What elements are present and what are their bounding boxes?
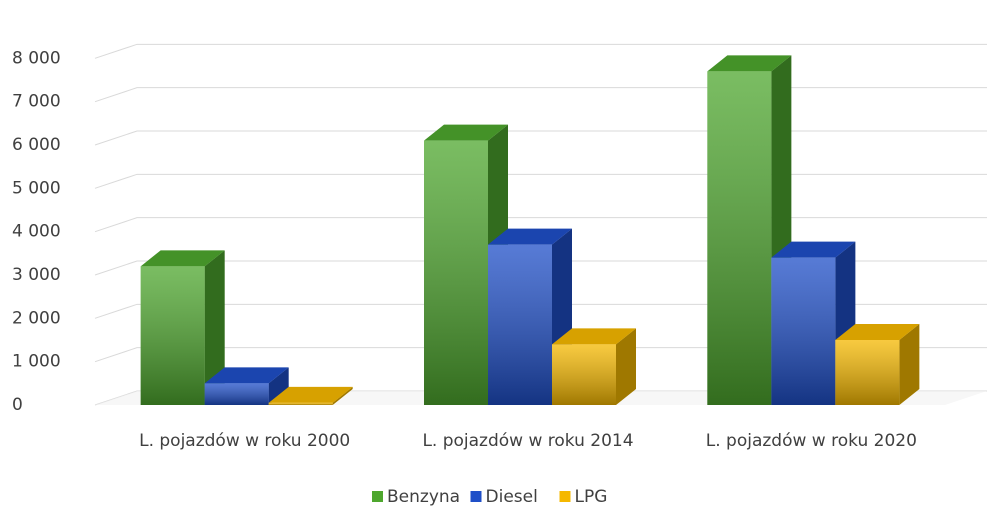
bar-side-shade xyxy=(616,328,636,405)
bar-top xyxy=(140,250,225,267)
bar-side-shade xyxy=(268,367,289,405)
bar-shade xyxy=(835,340,900,405)
grid-line xyxy=(94,260,987,276)
bar-top xyxy=(424,124,508,141)
grid-line xyxy=(94,87,987,103)
y-tick-label: 8 000 xyxy=(12,48,61,68)
y-tick-label: 6 000 xyxy=(12,135,61,155)
bar-side-shade xyxy=(332,386,353,405)
bar-top-shade xyxy=(268,386,353,403)
bar-top-shade xyxy=(204,367,289,384)
bar-top-shade xyxy=(771,241,856,258)
bar-top xyxy=(268,386,353,403)
grid-line xyxy=(94,303,987,319)
grid-line xyxy=(94,43,987,59)
bar-top xyxy=(835,324,920,340)
y-tick-label: 7 000 xyxy=(12,92,61,112)
bar-top-shade xyxy=(488,228,572,245)
bar-top xyxy=(707,55,792,72)
bar-shade xyxy=(140,266,205,405)
bar-shade xyxy=(488,244,552,405)
x-tick-label: L. pojazdów w roku 2014 xyxy=(422,431,633,451)
x-tick-label: L. pojazdów w roku 2000 xyxy=(139,431,350,451)
grid-line xyxy=(94,130,987,146)
grid-line xyxy=(94,173,987,189)
y-tick-label: 2 000 xyxy=(12,308,61,328)
bar-top xyxy=(771,241,856,258)
bar-top xyxy=(552,328,636,345)
legend-label: Benzyna xyxy=(387,487,460,507)
bar-top-shade xyxy=(424,124,508,141)
legend-swatch xyxy=(559,491,571,502)
bar-shade xyxy=(204,383,269,405)
y-tick-label: 5 000 xyxy=(12,178,61,198)
bar-shade xyxy=(268,402,333,405)
bar-shade xyxy=(707,71,772,405)
legend-swatch xyxy=(470,491,482,502)
bar-side-shade xyxy=(204,250,225,405)
bar-shade xyxy=(552,344,616,405)
bar-side xyxy=(616,328,636,405)
grid-line xyxy=(94,347,987,363)
bar-side xyxy=(332,386,353,405)
bar-top-shade xyxy=(835,324,920,340)
bar-side xyxy=(268,367,289,405)
bar-top-shade xyxy=(552,328,636,345)
bar-top-shade xyxy=(707,55,792,72)
y-tick-label: 4 000 xyxy=(12,222,61,242)
bar-side-shade xyxy=(899,324,920,405)
legend-swatch xyxy=(372,491,383,502)
legend-label: LPG xyxy=(575,487,608,507)
bar-shade xyxy=(424,140,488,405)
bar-side xyxy=(204,250,225,405)
bar-top xyxy=(204,367,289,384)
x-tick-label: L. pojazdów w roku 2020 xyxy=(706,431,917,451)
y-tick-label: 1 000 xyxy=(12,352,61,372)
y-tick-label: 0 xyxy=(12,395,23,415)
y-tick-label: 3 000 xyxy=(12,265,61,285)
grid-line xyxy=(94,217,987,233)
bar-top xyxy=(488,228,572,245)
bar-shade xyxy=(771,257,836,405)
bar-side xyxy=(899,324,920,405)
legend-label: Diesel xyxy=(486,487,538,507)
bar-top-shade xyxy=(140,250,225,267)
